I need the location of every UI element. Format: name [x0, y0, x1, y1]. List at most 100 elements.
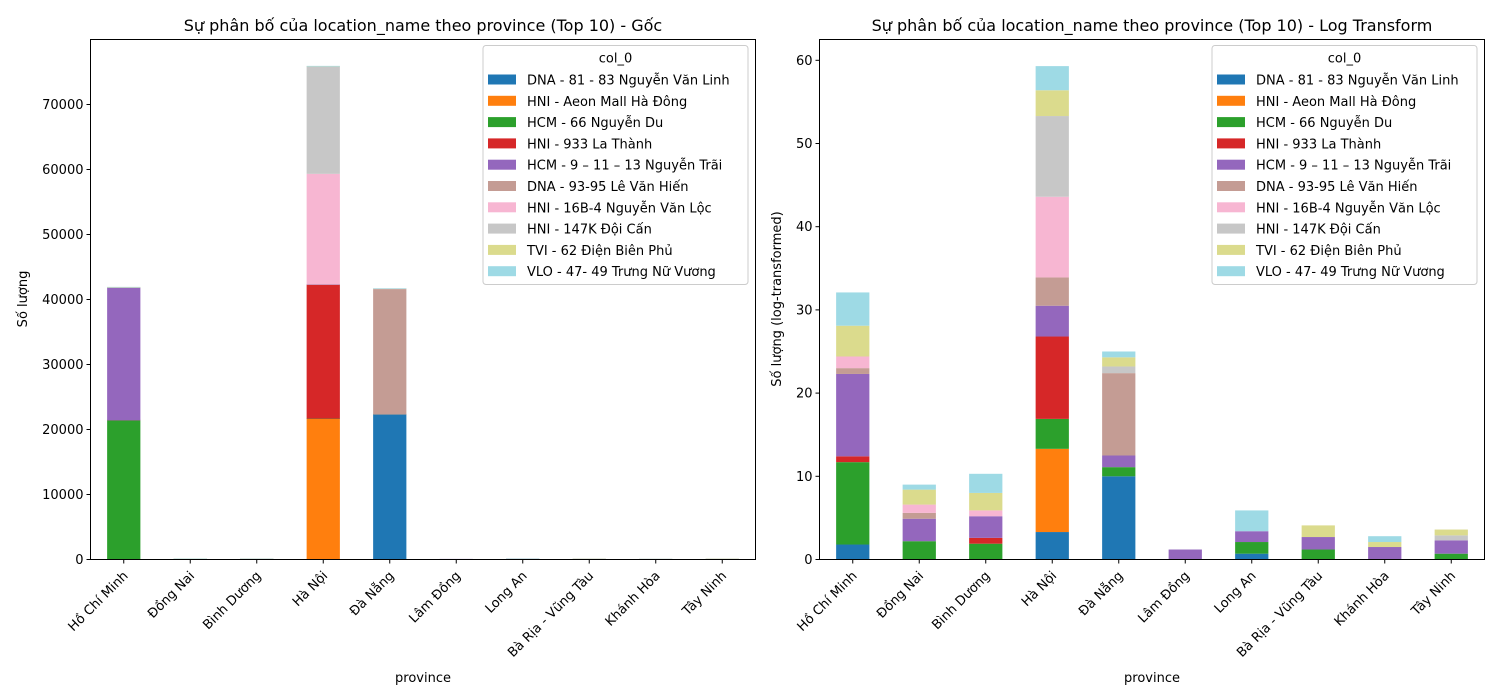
legend-label-right-9: VLO - 47- 49 Trưng Nữ Vương	[1256, 265, 1445, 280]
y-tick-label-left-7: 70000	[42, 98, 83, 113]
bar-right-4-7	[1102, 366, 1136, 374]
bar-right-9-2	[1434, 553, 1468, 560]
bar-right-4-9	[1102, 351, 1136, 358]
bar-right-4-5	[1102, 373, 1136, 456]
chart-right-xlabel: province	[1124, 671, 1180, 686]
y-tick-label-right-6: 60	[796, 54, 813, 69]
legend-frame-left	[482, 45, 749, 285]
chart-left-xlabel: province	[395, 671, 451, 686]
legend-swatch-left-4	[488, 159, 516, 170]
legend-swatch-left-1	[488, 95, 516, 106]
bar-right-8-4	[1368, 547, 1402, 560]
bar-right-0-4	[836, 373, 870, 457]
legend-frame-right	[1211, 45, 1478, 285]
bar-left-3-1	[306, 418, 340, 560]
bar-right-3-3	[1035, 336, 1069, 419]
y-tick-label-right-5: 50	[796, 137, 813, 152]
bar-right-3-7	[1035, 116, 1069, 197]
bar-right-6-2	[1235, 542, 1269, 554]
bar-left-1-9	[173, 558, 207, 560]
bar-right-3-8	[1035, 90, 1069, 117]
bar-right-1-4	[902, 518, 936, 542]
legend-swatch-left-5	[488, 181, 516, 191]
bar-right-0-6	[836, 356, 870, 369]
legend-swatch-right-0	[1217, 74, 1245, 85]
legend-label-right-1: HNI - Aeon Mall Hà Đông	[1256, 95, 1416, 110]
bar-right-1-6	[902, 504, 936, 513]
legend-label-left-6: HNI - 16B-4 Nguyễn Văn Lộc	[527, 201, 712, 216]
bar-right-3-2	[1035, 418, 1069, 449]
legend-swatch-right-5	[1217, 181, 1245, 191]
y-tick-label-left-4: 40000	[42, 293, 83, 308]
chart-left-yaxis: 0 10000 20000 30000 40000 50000 60000 70000	[42, 98, 91, 568]
bar-right-0-9	[836, 292, 870, 326]
bar-left-4-9	[373, 288, 407, 290]
bar-right-1-9	[902, 484, 936, 490]
bar-right-3-5	[1035, 277, 1069, 306]
legend-swatch-right-8	[1217, 244, 1245, 255]
legend-label-left-1: HNI - Aeon Mall Hà Đông	[527, 95, 687, 110]
legend-label-right-8: TVI - 62 Điện Biên Phủ	[1255, 244, 1402, 259]
chart-left-bars	[107, 65, 739, 560]
y-tick-label-right-4: 40	[796, 220, 813, 235]
y-tick-label-right-2: 20	[796, 387, 813, 402]
legend-title-left: col_0	[599, 52, 632, 67]
bar-right-3-6	[1035, 196, 1069, 278]
y-tick-label-left-5: 50000	[42, 228, 83, 243]
legend-swatch-left-7	[488, 223, 516, 234]
bar-left-3-3	[306, 284, 340, 419]
bar-right-3-9	[1035, 66, 1069, 91]
bar-right-5-4	[1168, 549, 1202, 560]
legend-swatch-left-2	[488, 117, 516, 128]
legend-title-right: col_0	[1328, 52, 1361, 67]
bar-right-2-8	[969, 492, 1003, 511]
bar-right-0-5	[836, 368, 870, 374]
bar-right-1-2	[902, 541, 936, 560]
legend-swatch-right-1	[1217, 95, 1245, 106]
y-tick-label-right-3: 30	[796, 303, 813, 318]
legend-swatch-left-6	[488, 202, 516, 213]
bar-right-4-8	[1102, 357, 1136, 367]
bar-right-3-1	[1035, 448, 1069, 533]
legend-label-left-5: DNA - 93-95 Lê Văn Hiến	[527, 180, 689, 195]
bar-right-9-8	[1434, 529, 1468, 536]
bar-right-9-4	[1434, 540, 1468, 554]
chart-right-yaxis: 0 10 20 30 40 50 60	[796, 54, 820, 568]
legend-swatch-right-6	[1217, 202, 1245, 213]
legend-label-right-5: DNA - 93-95 Lê Văn Hiến	[1256, 180, 1418, 195]
chart-left-title: Sự phân bố của location_name theo provin…	[184, 16, 662, 36]
legend-swatch-right-4	[1217, 159, 1245, 170]
bar-right-9-7	[1434, 535, 1468, 541]
bar-right-3-0	[1035, 532, 1069, 560]
legend-label-right-2: HCM - 66 Nguyễn Du	[1256, 116, 1392, 131]
legend-label-left-9: VLO - 47- 49 Trưng Nữ Vương	[527, 265, 716, 280]
legend-swatch-left-8	[488, 244, 516, 255]
legend-swatch-left-0	[488, 74, 516, 85]
bar-left-0-4	[107, 287, 141, 421]
bar-left-3-7	[306, 66, 340, 174]
chart-right-title: Sự phân bố của location_name theo provin…	[872, 16, 1433, 36]
bar-right-2-6	[969, 510, 1003, 517]
legend-swatch-left-3	[488, 138, 516, 149]
y-tick-label-left-3: 30000	[42, 358, 83, 373]
legend-swatch-left-9	[488, 266, 516, 277]
legend-swatch-right-9	[1217, 266, 1245, 277]
chart-right-ylabel: Số lượng (log-transformed)	[770, 211, 785, 386]
legend-label-left-7: HNI - 147K Đội Cấn	[527, 223, 652, 238]
bar-right-1-8	[902, 489, 936, 505]
legend-label-left-4: HCM - 9 – 11 – 13 Nguyễn Trãi	[527, 159, 722, 174]
bar-right-2-9	[969, 473, 1003, 493]
y-tick-label-left-6: 60000	[42, 163, 83, 178]
chart-left-ylabel: Số lượng	[16, 271, 31, 328]
legend-swatch-right-2	[1217, 117, 1245, 128]
chart-right-bars	[836, 66, 1468, 560]
chart-right-plot-frame	[819, 39, 1485, 560]
legend-label-right-3: HNI - 933 La Thành	[1256, 137, 1381, 152]
bar-right-1-5	[902, 512, 936, 519]
y-tick-label-right-1: 10	[796, 470, 813, 485]
bar-left-4-0	[373, 414, 407, 560]
bar-right-0-3	[836, 456, 870, 463]
bar-left-0-2	[107, 420, 141, 560]
chart-left-legend: col_0 DNA - 81 - 83 Nguyễn Văn Linh HNI - …	[482, 45, 749, 285]
